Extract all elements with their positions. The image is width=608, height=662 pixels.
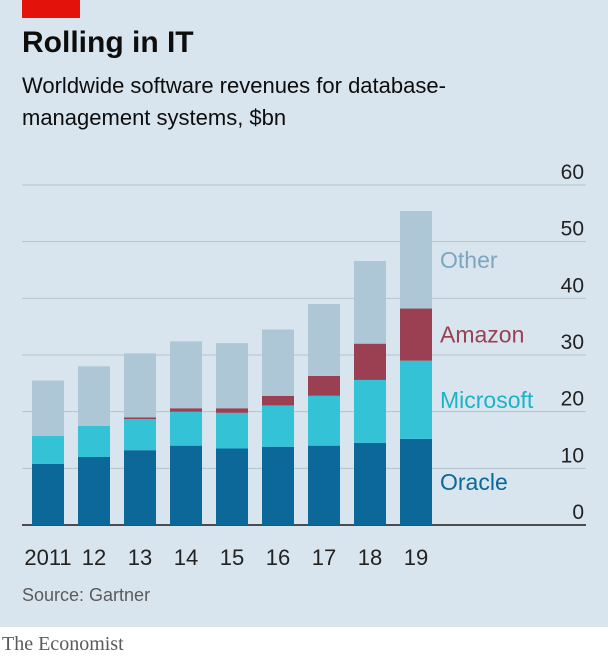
bar-segment-other [78,366,110,426]
x-tick-label: 18 [358,545,382,570]
bar-segment-amazon [354,343,386,380]
bar-segment-oracle [124,450,156,525]
brand-logo-text: The Economist [2,633,124,655]
bar-segment-oracle [308,445,340,525]
x-tick-label: 16 [266,545,290,570]
chart-subtitle: Worldwide software revenues for database… [22,73,446,130]
bar-segment-microsoft [170,411,202,446]
bar-segment-microsoft [354,379,386,443]
y-tick-label: 50 [561,218,584,241]
y-tick-label: 20 [561,388,584,411]
bar-segment-other [32,380,64,437]
bar-segment-amazon [262,395,294,406]
x-tick-label: 19 [404,545,428,570]
x-tick-label: 15 [220,545,244,570]
x-tick-label: 2011 [24,545,71,570]
bar-segment-amazon [308,375,340,396]
series-label-oracle: Oracle [440,469,508,495]
bar-segment-microsoft [400,360,432,439]
bar-segment-amazon [216,408,248,413]
bar-segment-oracle [32,463,64,525]
x-tick-label: 12 [82,545,106,570]
bar-segment-oracle [78,457,110,525]
x-tick-label: 13 [128,545,152,570]
bar-segment-microsoft [78,425,110,457]
bar-segment-microsoft [262,405,294,447]
bar-segment-microsoft [32,436,64,464]
stacked-bar-chart: 0 10 20 30 40 50 60 2011 12 13 14 15 16 17 18 19 Oracle M… [22,161,586,570]
bar-segment-oracle [262,446,294,525]
bar-segment-other [216,343,248,409]
y-tick-label: 30 [561,331,584,354]
bars [32,211,432,525]
bar-segment-other [124,353,156,418]
bar-segment-other [262,329,294,396]
labels: 0 10 20 30 40 50 60 2011 12 13 14 15 16 17 18 19 Oracle M… [24,161,584,570]
chart-title: Rolling in IT [22,26,194,59]
y-tick-label: 10 [561,444,584,467]
series-label-microsoft: Microsoft [440,387,534,413]
bar-segment-other [308,304,340,376]
bar-segment-amazon [400,308,432,361]
series-label-other: Other [440,247,498,273]
source-note: Source: Gartner [22,585,151,605]
bar-segment-microsoft [308,395,340,446]
bar-segment-amazon [124,417,156,420]
y-tick-label: 0 [572,501,584,524]
y-tick-label: 60 [561,161,584,184]
gridlines [22,184,586,526]
bar-segment-other [170,341,202,409]
x-tick-label: 17 [312,545,336,570]
bar-segment-oracle [400,438,432,525]
y-tick-label: 40 [561,274,584,297]
bar-segment-other [354,260,386,344]
series-label-amazon: Amazon [440,322,524,348]
x-tick-label: 14 [174,545,198,570]
bar-segment-oracle [216,448,248,525]
brand-red-tag [22,0,80,18]
bar-segment-other [400,211,432,309]
bar-segment-oracle [170,445,202,525]
bar-segment-amazon [170,408,202,412]
bar-segment-microsoft [124,419,156,451]
bar-segment-microsoft [216,412,248,449]
bar-segment-oracle [354,442,386,525]
